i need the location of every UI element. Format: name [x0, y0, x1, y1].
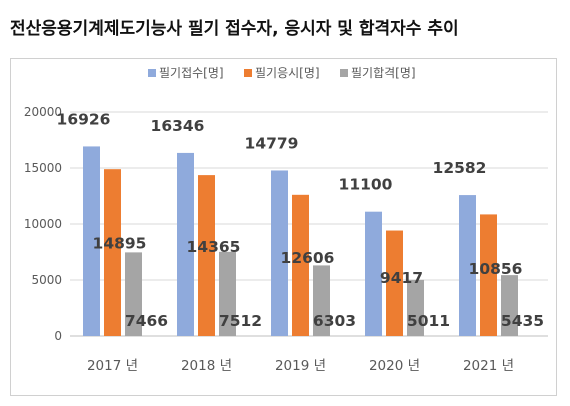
x-axis: 2017 년 2018 년 2019 년 2020 년 2021 년 — [87, 358, 514, 374]
bar — [313, 265, 330, 336]
y-tick-label: 5000 — [31, 273, 62, 287]
legend: 필기접수[명] 필기응시[명] 필기합격[명] — [148, 66, 416, 80]
bar — [125, 252, 142, 336]
data-label: 5011 — [407, 312, 450, 330]
data-label: 10856 — [469, 260, 523, 278]
data-label: 5435 — [501, 312, 544, 330]
bar — [365, 211, 382, 336]
data-label: 14895 — [93, 235, 147, 253]
data-label: 7512 — [219, 312, 262, 330]
legend-label: 필기접수[명] — [159, 66, 224, 80]
x-tick-label: 2018 년 — [181, 358, 232, 374]
x-tick-label: 2020 년 — [369, 358, 420, 374]
bar — [104, 169, 121, 336]
y-tick-label: 15000 — [24, 161, 62, 175]
data-label: 11100 — [339, 176, 393, 194]
bar — [83, 146, 100, 336]
legend-swatch — [340, 69, 348, 77]
bar — [386, 230, 403, 336]
bars — [83, 146, 518, 336]
data-labels: 16926 14895 7466 16346 14365 7512 14779 12606 63… — [57, 110, 545, 330]
legend-label: 필기합격[명] — [351, 66, 416, 80]
y-tick-label: 10000 — [24, 217, 62, 231]
data-label: 14365 — [187, 238, 241, 256]
data-label: 16346 — [151, 117, 205, 135]
x-tick-label: 2021 년 — [463, 358, 514, 374]
data-label: 6303 — [313, 312, 356, 330]
bar — [292, 194, 309, 336]
page-title: 전산응용기계제도기능사 필기 접수자, 응시자 및 합격자수 추이 — [10, 19, 459, 39]
x-tick-label: 2019 년 — [275, 358, 326, 374]
legend-label: 필기응시[명] — [255, 66, 320, 80]
x-tick-label: 2017 년 — [87, 358, 138, 374]
data-label: 12582 — [433, 159, 487, 177]
y-tick-label: 0 — [54, 329, 62, 343]
y-axis: 0 5000 10000 15000 20000 — [24, 105, 62, 343]
legend-swatch — [244, 69, 252, 77]
bar — [459, 195, 476, 336]
y-tick-label: 20000 — [24, 105, 62, 119]
bar — [501, 275, 518, 336]
bar — [177, 152, 194, 336]
data-label: 9417 — [380, 269, 423, 287]
bar — [480, 214, 497, 336]
bar — [219, 251, 236, 336]
bar — [198, 175, 215, 336]
data-label: 7466 — [125, 312, 168, 330]
data-label: 16926 — [57, 110, 111, 128]
legend-swatch — [148, 69, 156, 77]
bar — [271, 170, 288, 336]
data-label: 14779 — [245, 134, 299, 152]
bar — [407, 279, 424, 336]
data-label: 12606 — [281, 249, 335, 267]
